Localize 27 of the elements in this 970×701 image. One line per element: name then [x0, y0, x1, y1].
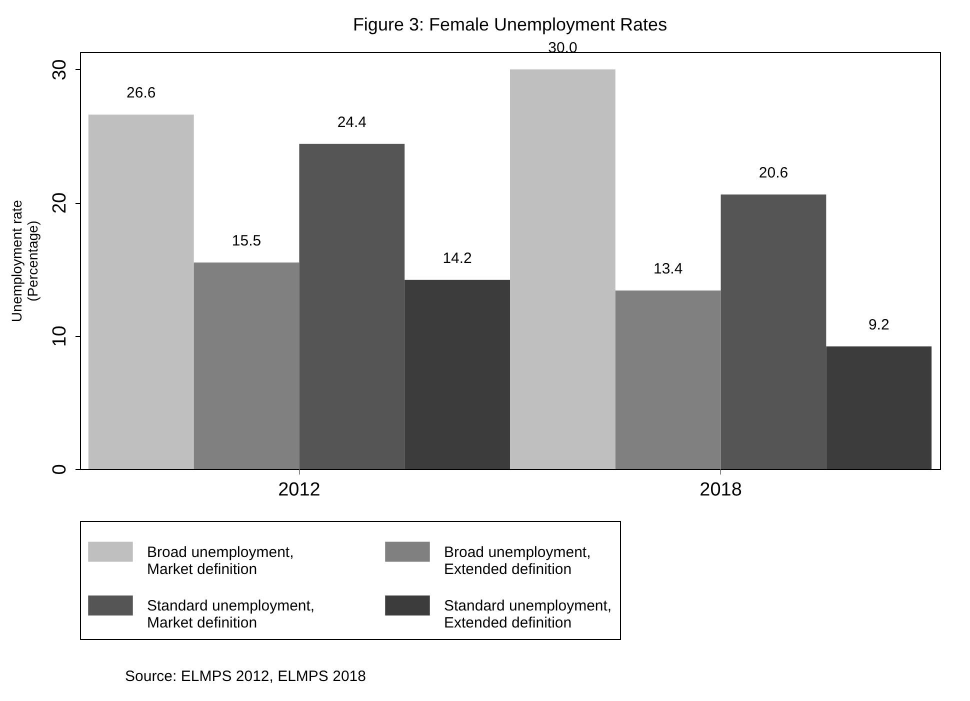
- legend-label: Standard unemployment, Market definition: [147, 598, 315, 632]
- bar: [194, 262, 300, 469]
- chart-title: Figure 3: Female Unemployment Rates: [352, 14, 668, 34]
- bar: [299, 144, 405, 469]
- bar: [88, 114, 194, 469]
- bar: [720, 194, 826, 469]
- text: 20.6: [758, 164, 788, 182]
- y-tick-label: 0: [50, 464, 70, 475]
- bar: [826, 346, 932, 469]
- legend-label: Broad unemployment, Market definition: [147, 544, 294, 578]
- x-tick-label: 2018: [700, 480, 742, 500]
- legend-label: Broad unemployment, Extended definition: [444, 544, 591, 578]
- legend-label: Standard unemployment, Extended definition: [444, 598, 612, 632]
- x-tick-label: 2012: [278, 480, 320, 500]
- text: 15.5: [232, 232, 262, 250]
- y-tick-label: 20: [50, 192, 70, 214]
- text: 14.2: [442, 250, 472, 267]
- text: 24.4: [337, 114, 367, 131]
- text: 13.4: [653, 260, 683, 278]
- source-note: Source: ELMPS 2012, ELMPS 2018: [125, 668, 366, 685]
- y-axis-title: Unemployment rate (Percentage): [8, 200, 40, 322]
- text: 9.2: [868, 316, 890, 334]
- bar: [404, 280, 510, 469]
- y-tick-label: 10: [50, 326, 70, 347]
- y-tick-label: 30: [50, 59, 70, 80]
- bar: [510, 69, 616, 469]
- text: 26.6: [126, 84, 156, 102]
